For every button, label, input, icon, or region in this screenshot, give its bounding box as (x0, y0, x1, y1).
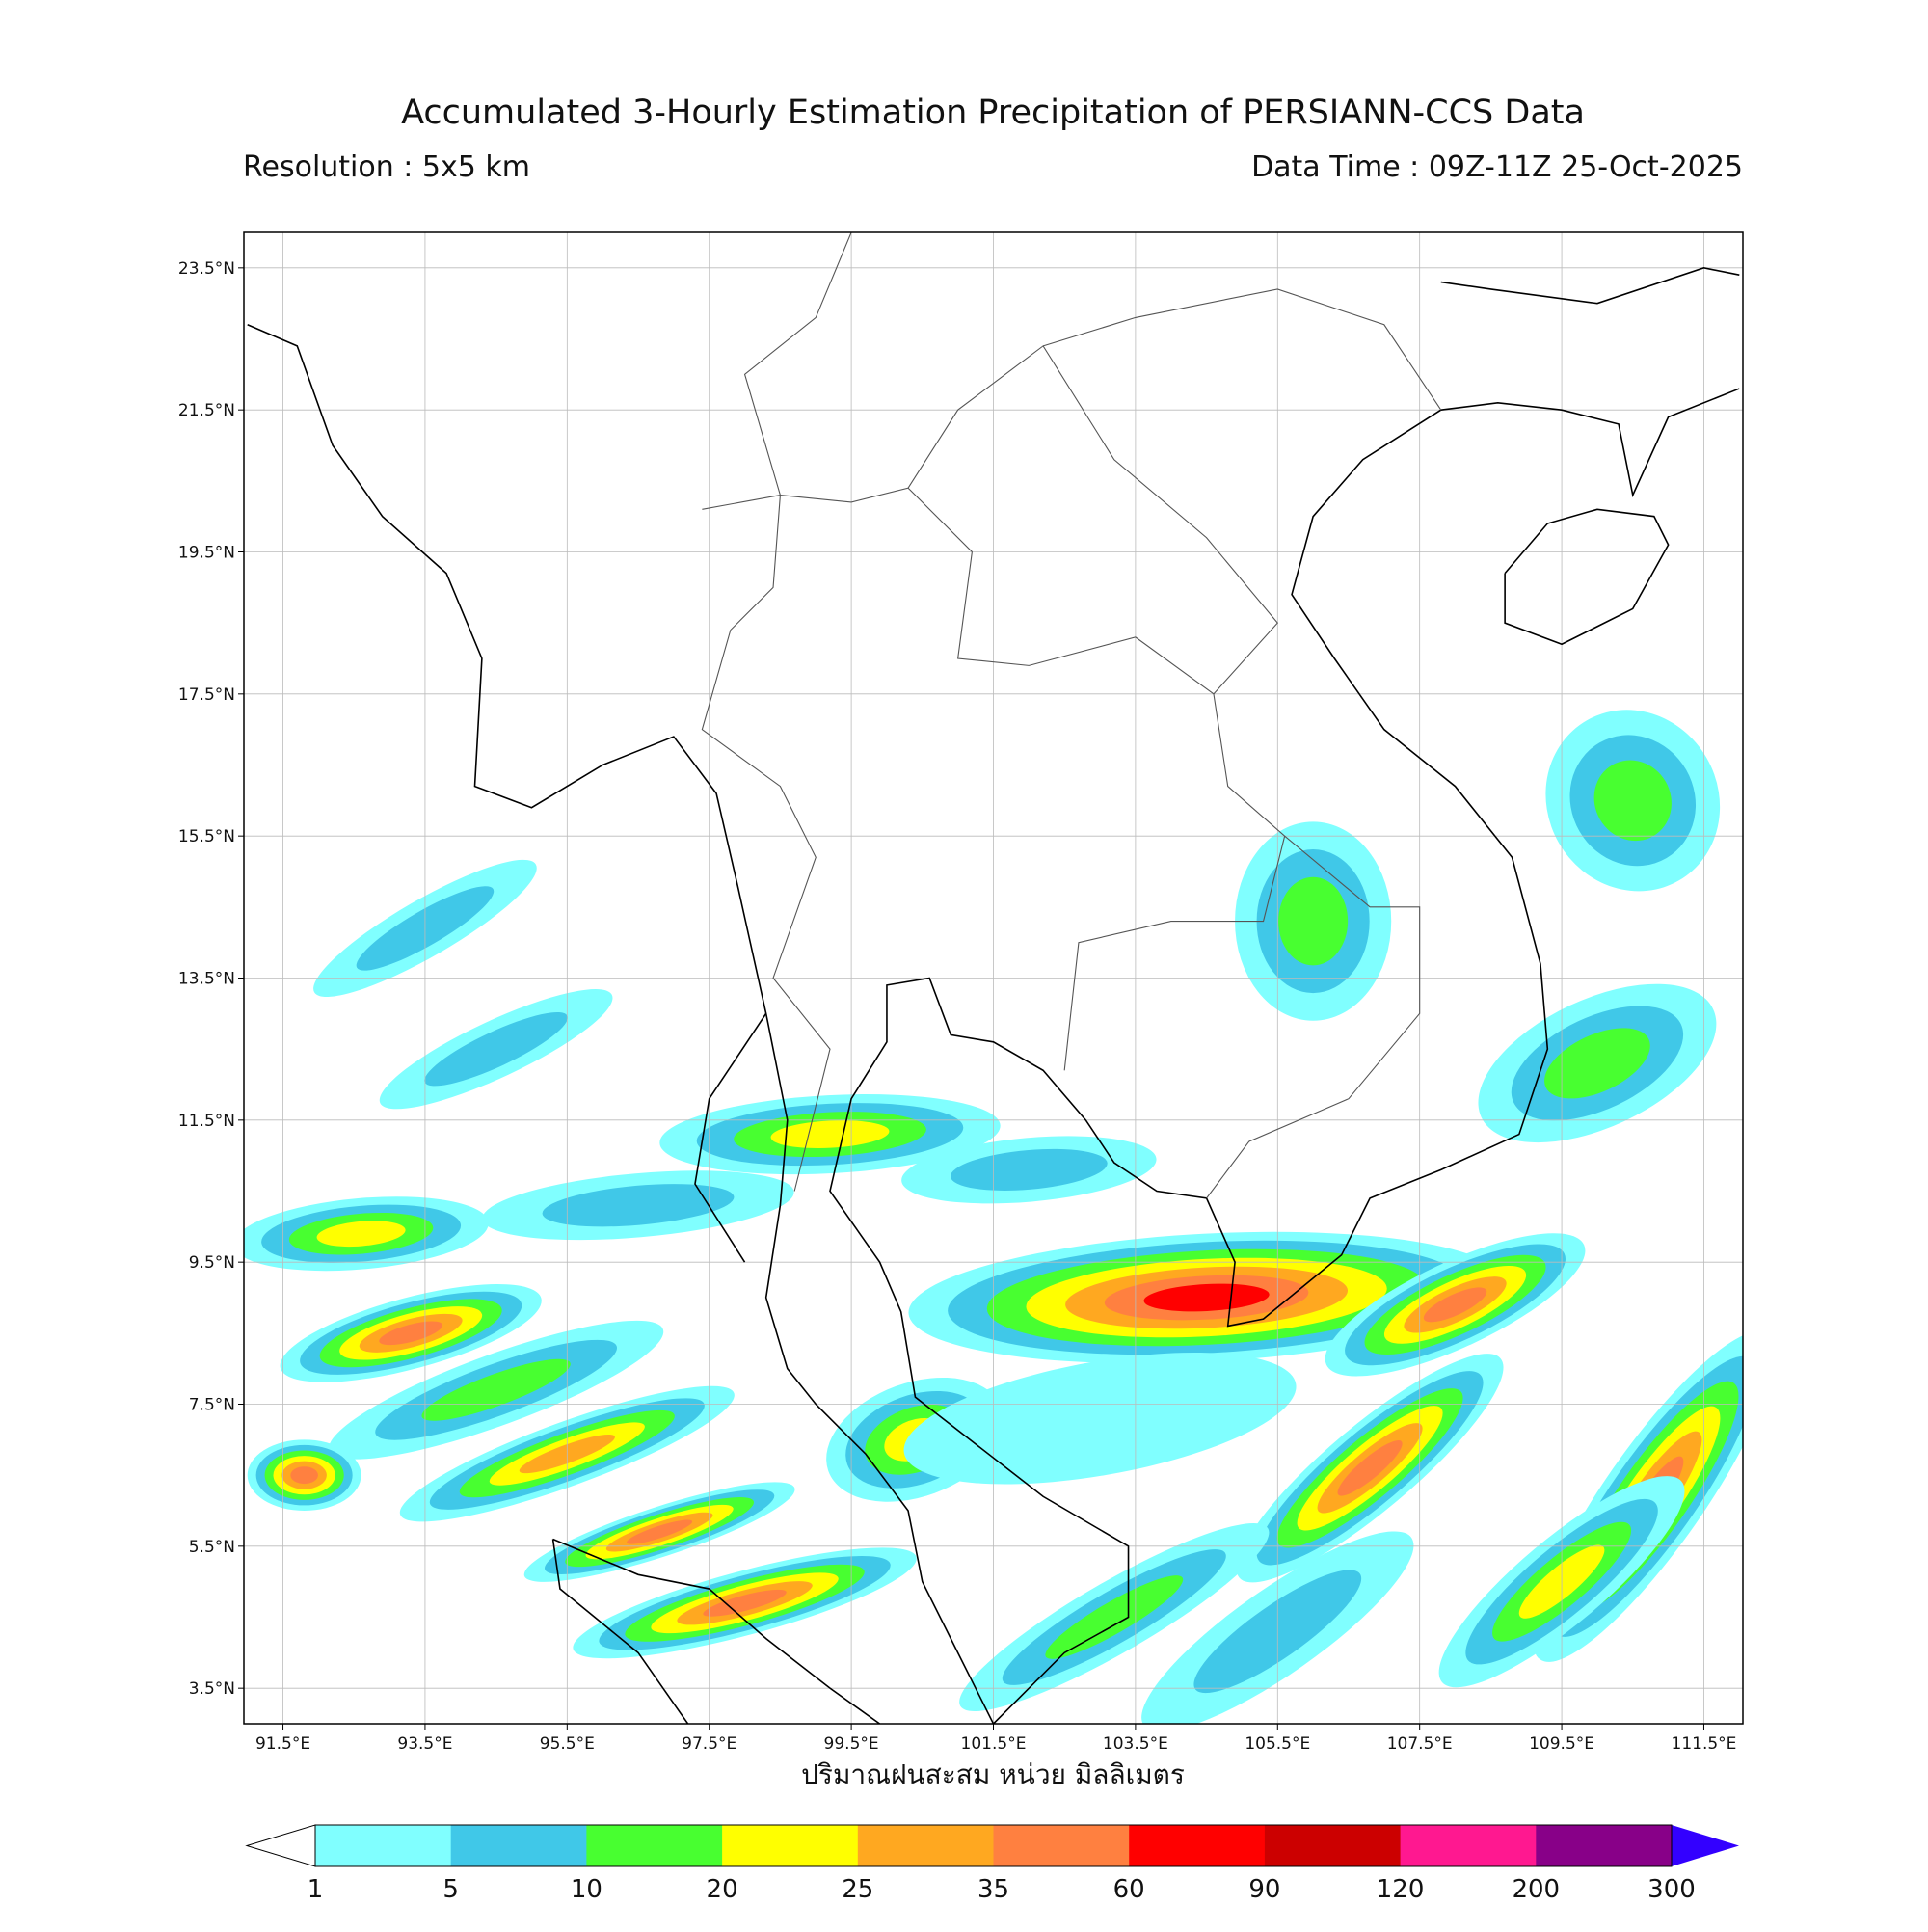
x-tick-label: 105.5°E (1245, 1734, 1310, 1754)
x-tick-label: 93.5°E (397, 1734, 452, 1754)
y-tick-label: 23.5°N (178, 259, 235, 279)
border (907, 345, 1279, 695)
rain-area (542, 1184, 735, 1227)
y-tick-label: 13.5°N (178, 970, 235, 989)
y-tick-label: 17.5°N (178, 685, 235, 705)
colorbar-label: 1 (308, 1875, 324, 1904)
colorbar-label: 25 (842, 1875, 873, 1904)
rain-area (1593, 760, 1672, 842)
rain-area (424, 1011, 569, 1087)
border (701, 495, 831, 1192)
rain-area (316, 1221, 406, 1248)
axis-ticks: 91.5°E 93.5°E 95.5°E 97.5°E 99.5°E 101.5°E 103… (178, 259, 1737, 1754)
rain-area (1143, 1283, 1270, 1312)
colorbar-cell (993, 1825, 1130, 1866)
rain-area (627, 1519, 693, 1544)
resolution: Resolution : 5x5 km (243, 150, 530, 184)
data-time: Data Time : 09Z-11Z 25-Oct-2025 (1251, 150, 1743, 184)
rain-area (1544, 1028, 1650, 1099)
x-tick-label: 111.5°E (1672, 1734, 1737, 1754)
coastline (247, 324, 995, 1724)
colorbar-label: 60 (1113, 1875, 1145, 1904)
border (1042, 288, 1442, 411)
colorbar-cell (1536, 1825, 1673, 1866)
colorbar-label: 20 (707, 1875, 738, 1904)
rain-area (951, 1148, 1108, 1191)
rain-area (421, 1358, 571, 1421)
x-tick-label: 91.5°E (255, 1734, 310, 1754)
precipitation-field (244, 710, 1743, 1724)
rain-area (1278, 876, 1349, 966)
coastline (552, 1538, 881, 1724)
colorbar-frame (314, 1824, 1673, 1867)
colorbar-label: 120 (1377, 1875, 1425, 1904)
title: Accumulated 3-Hourly Estimation Precipit… (401, 94, 1585, 132)
colorbar-label: 10 (571, 1875, 602, 1904)
x-tick-label: 101.5°E (961, 1734, 1027, 1754)
colorbar-under (245, 1824, 316, 1867)
colorbar-cell (1129, 1825, 1266, 1866)
y-tick-label: 7.5°N (189, 1396, 235, 1415)
coastline (1440, 267, 1740, 305)
rain-area (770, 1120, 890, 1149)
colorbar: 1 5 10 20 25 35 60 90 120 200 300 (245, 1824, 1739, 1904)
border (1206, 835, 1421, 1199)
x-tick-label: 99.5°E (824, 1734, 879, 1754)
colorbar-cell (1264, 1825, 1402, 1866)
y-tick-label: 19.5°N (178, 544, 235, 563)
border (743, 232, 852, 496)
rain-area (1423, 1287, 1487, 1323)
coastline (1504, 508, 1670, 646)
x-tick-label: 107.5°E (1387, 1734, 1453, 1754)
colorbar-cell (315, 1825, 452, 1866)
x-tick-label: 95.5°E (540, 1734, 595, 1754)
border (702, 487, 1286, 1071)
y-tick-label: 11.5°N (178, 1112, 235, 1131)
rain-area (1337, 1440, 1403, 1496)
colorbar-cell (586, 1825, 723, 1866)
x-tick-label: 103.5°E (1103, 1734, 1168, 1754)
x-tick-label: 109.5°E (1529, 1734, 1594, 1754)
colorbar-cell (857, 1825, 994, 1866)
y-tick-label: 21.5°N (178, 401, 235, 420)
rain-area (1045, 1575, 1184, 1659)
y-tick-label: 5.5°N (189, 1538, 235, 1557)
y-tick-label: 3.5°N (189, 1679, 235, 1699)
rain-area (903, 1353, 1297, 1485)
rain-area (379, 1321, 443, 1346)
coastline (551, 1539, 689, 1724)
y-tick-label: 15.5°N (178, 827, 235, 846)
coastline (829, 388, 1740, 1724)
grid (244, 232, 1743, 1724)
colorbar-label: 90 (1248, 1875, 1280, 1904)
coastlines (247, 232, 1740, 1724)
colorbar-cell (1400, 1825, 1537, 1866)
y-tick-label: 9.5°N (189, 1253, 235, 1273)
colorbar-label: 35 (977, 1875, 1009, 1904)
rain-area (290, 1466, 318, 1485)
x-axis-label: ปริมาณฝนสะสม หน่วย มิลลิเมตร (801, 1758, 1185, 1790)
colorbar-label: 200 (1512, 1875, 1560, 1904)
colorbar-cell (722, 1825, 859, 1866)
colorbar-over (1672, 1825, 1739, 1866)
rain-area (703, 1589, 787, 1617)
colorbar-cell (450, 1825, 587, 1866)
colorbar-label: 300 (1647, 1875, 1696, 1904)
colorbar-label: 5 (442, 1875, 459, 1904)
coastline (694, 1012, 767, 1263)
x-tick-label: 97.5°E (682, 1734, 736, 1754)
